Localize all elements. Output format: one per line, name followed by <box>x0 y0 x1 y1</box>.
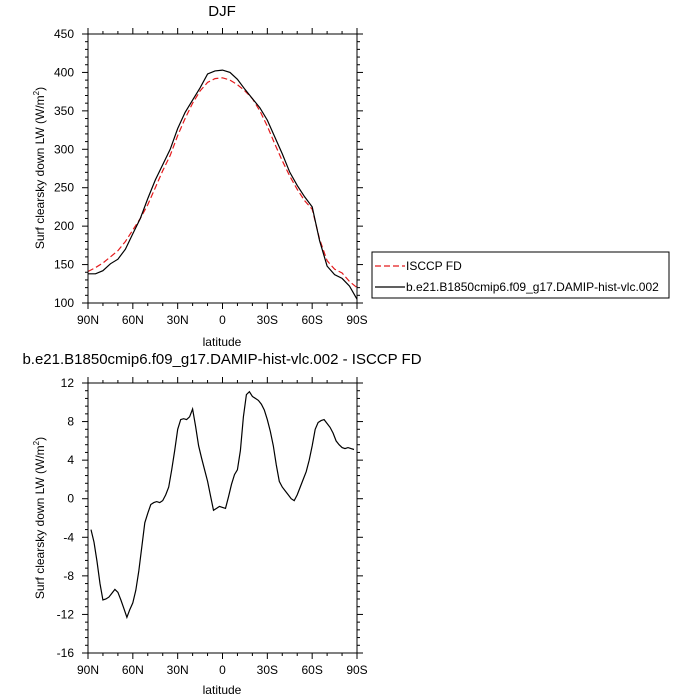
top-y-tick-label: 450 <box>54 27 74 41</box>
bottom-chart-title: b.e21.B1850cmip6.f09_g17.DAMIP-hist-vlc.… <box>22 351 421 368</box>
top-panel: DJF 90N 60N 30N 0 30S 60S 90S 100 150 200 250 300 35… <box>32 3 368 349</box>
bottom-y-tick-label: 12 <box>61 376 75 390</box>
bottom-y-tick-label: -16 <box>57 646 75 660</box>
top-x-tick-label: 90S <box>346 313 367 327</box>
bottom-y-axis-label: Surf clearsky down LW (W/m2) <box>32 437 47 599</box>
bottom-x-tick-label: 0 <box>219 663 226 677</box>
bottom-x-tick-label: 60S <box>301 663 322 677</box>
bottom-axes: 90N 60N 30N 0 30S 60S 90S 12 8 4 0 -4 -8 -12 -16 <box>57 376 368 677</box>
top-series-line-1 <box>88 69 358 300</box>
top-x-tick-label: 60S <box>301 313 322 327</box>
top-axes: 90N 60N 30N 0 30S 60S 90S 100 150 200 250 300 350 400… <box>54 27 368 327</box>
top-x-tick-label: 30S <box>257 313 278 327</box>
bottom-x-tick-label: 30S <box>257 663 278 677</box>
top-x-tick-label: 30N <box>167 313 189 327</box>
bottom-x-tick-label: 30N <box>167 663 189 677</box>
top-y-tick-label: 350 <box>54 104 74 118</box>
top-y-tick-label: 300 <box>54 142 74 156</box>
legend-box <box>371 251 670 299</box>
top-y-axis-label-close: ) <box>33 87 47 91</box>
top-y-tick-label: 400 <box>54 65 74 79</box>
bottom-y-tick-label: -4 <box>63 530 74 544</box>
top-x-tick-label: 0 <box>219 313 226 327</box>
legend: ISCCP FD b.e21.B1850cmip6.f09_g17.DAMIP-… <box>371 251 670 299</box>
bottom-y-axis-label-main: Surf clearsky down LW (W/m <box>33 445 47 599</box>
top-y-tick-label: 200 <box>54 219 74 233</box>
bottom-y-tick-label: 0 <box>67 492 74 506</box>
top-plot-frame <box>87 33 358 304</box>
bottom-y-tick-label: -8 <box>63 569 74 583</box>
bottom-x-axis-label: latitude <box>203 683 242 697</box>
bottom-series-line-0 <box>90 390 355 620</box>
top-y-tick-label: 150 <box>54 258 74 272</box>
bottom-y-tick-label: 4 <box>67 453 74 467</box>
bottom-y-tick-label: 8 <box>67 415 74 429</box>
top-y-axis-label: Surf clearsky down LW (W/m2) <box>32 87 47 249</box>
top-series-line-0 <box>87 77 358 289</box>
bottom-y-axis-label-sup: 2 <box>32 440 41 445</box>
top-x-tick-label: 90N <box>77 313 99 327</box>
top-series-lines <box>87 69 358 300</box>
top-chart-title: DJF <box>208 3 236 20</box>
top-x-tick-label: 60N <box>122 313 144 327</box>
bottom-y-tick-label: -12 <box>57 607 75 621</box>
top-y-axis-label-main: Surf clearsky down LW (W/m <box>33 95 47 249</box>
bottom-series-lines <box>90 390 355 620</box>
legend-label-isccp: ISCCP FD <box>406 259 462 273</box>
legend-label-model: b.e21.B1850cmip6.f09_g17.DAMIP-hist-vlc.… <box>406 280 659 294</box>
bottom-x-tick-label: 60N <box>122 663 144 677</box>
bottom-panel: b.e21.B1850cmip6.f09_g17.DAMIP-hist-vlc.… <box>22 351 421 697</box>
top-y-tick-label: 100 <box>54 296 74 310</box>
top-y-tick-label: 250 <box>54 181 74 195</box>
top-y-axis-label-sup: 2 <box>32 90 41 95</box>
bottom-x-tick-label: 90N <box>77 663 99 677</box>
top-x-axis-label: latitude <box>203 335 242 349</box>
bottom-y-axis-label-close: ) <box>33 437 47 441</box>
bottom-x-tick-label: 90S <box>346 663 367 677</box>
